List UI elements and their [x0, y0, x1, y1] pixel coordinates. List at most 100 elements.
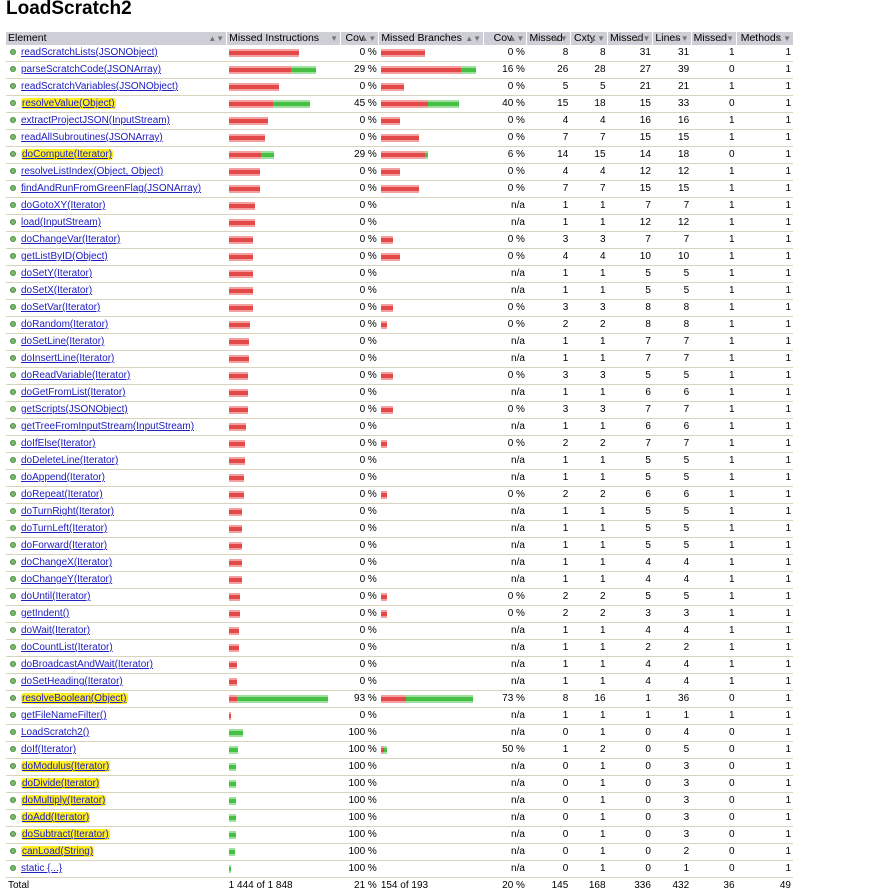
- header-methods[interactable]: Methods▲▼: [737, 32, 793, 45]
- method-link[interactable]: readScratchLists(JSONObject): [21, 47, 158, 58]
- method-link[interactable]: doAdd(Iterator): [21, 812, 90, 823]
- header-complexity[interactable]: Cxty▲▼: [570, 32, 607, 45]
- method-link[interactable]: doWait(Iterator): [21, 625, 90, 636]
- method-link[interactable]: doCompute(Iterator): [21, 149, 113, 160]
- missed-methods: 1: [691, 215, 736, 232]
- missed-complexity: 1: [527, 470, 570, 487]
- method-link[interactable]: doAppend(Iterator): [21, 472, 105, 483]
- method-link[interactable]: findAndRunFromGreenFlag(JSONArray): [21, 183, 201, 194]
- header-missed-lines[interactable]: Missed▲▼: [608, 32, 653, 45]
- method-link[interactable]: resolveListIndex(Object, Object): [21, 166, 163, 177]
- methods: 1: [737, 334, 793, 351]
- method-link[interactable]: doBroadcastAndWait(Iterator): [21, 659, 153, 670]
- method-link[interactable]: resolveValue(Object): [21, 98, 116, 109]
- header-lines[interactable]: Lines▲▼: [653, 32, 691, 45]
- instructions-covered-bar: [229, 865, 231, 873]
- sort-icon: ▲▼: [775, 32, 791, 45]
- instructions-missed-bar: [229, 423, 246, 431]
- header-branches-coverage[interactable]: Cov.▲▼: [484, 32, 527, 45]
- method-link[interactable]: doModulus(Iterator): [21, 761, 110, 772]
- method-link[interactable]: doCountList(Iterator): [21, 642, 113, 653]
- method-link[interactable]: doSetHeading(Iterator): [21, 676, 123, 687]
- missed-methods: 1: [691, 453, 736, 470]
- missed-lines: 27: [608, 62, 653, 79]
- branches-coverage: 0 %: [484, 436, 527, 453]
- method-link[interactable]: doRepeat(Iterator): [21, 489, 103, 500]
- method-link[interactable]: getFileNameFilter(): [21, 710, 107, 721]
- method-link[interactable]: doGotoXY(Iterator): [21, 200, 105, 211]
- method-icon: [10, 83, 16, 89]
- instructions-coverage: 0 %: [341, 249, 379, 266]
- missed-complexity: 1: [527, 623, 570, 640]
- method-link[interactable]: doTurnRight(Iterator): [21, 506, 114, 517]
- method-link[interactable]: doGetFromList(Iterator): [21, 387, 125, 398]
- complexity: 1: [570, 419, 607, 436]
- method-link[interactable]: doIf(Iterator): [21, 744, 76, 755]
- instructions-bar: [229, 215, 339, 231]
- missed-complexity: 3: [527, 402, 570, 419]
- missed-lines: 0: [608, 725, 653, 742]
- method-link[interactable]: doUntil(Iterator): [21, 591, 90, 602]
- instructions-coverage: 0 %: [341, 351, 379, 368]
- missed-complexity: 1: [527, 283, 570, 300]
- header-missed-instructions[interactable]: Missed Instructions▼: [227, 32, 341, 45]
- missed-instructions-cell: [227, 96, 341, 113]
- header-element[interactable]: Element▲▼: [6, 32, 227, 45]
- method-icon: [10, 525, 16, 531]
- missed-methods: 1: [691, 368, 736, 385]
- missed-lines: 5: [608, 470, 653, 487]
- header-missed-complexity[interactable]: Missed▲▼: [527, 32, 570, 45]
- header-missed-methods[interactable]: Missed▲▼: [691, 32, 736, 45]
- header-instructions-coverage[interactable]: Cov.▲▼: [341, 32, 379, 45]
- method-link[interactable]: doInsertLine(Iterator): [21, 353, 114, 364]
- method-link[interactable]: load(InputStream): [21, 217, 101, 228]
- instructions-missed-bar: [229, 695, 237, 703]
- method-link[interactable]: doSetX(Iterator): [21, 285, 92, 296]
- method-link[interactable]: extractProjectJSON(InputStream): [21, 115, 170, 126]
- branches-coverage: n/a: [484, 844, 527, 861]
- method-link[interactable]: LoadScratch2(): [21, 727, 89, 738]
- method-link[interactable]: doDivide(Iterator): [21, 778, 100, 789]
- header-missed-branches[interactable]: Missed Branches▲▼: [379, 32, 484, 45]
- element-cell: doSetVar(Iterator): [6, 300, 227, 317]
- branches-missed-bar: [381, 695, 406, 703]
- lines: 3: [653, 759, 691, 776]
- method-link[interactable]: doForward(Iterator): [21, 540, 107, 551]
- method-link[interactable]: doRandom(Iterator): [21, 319, 108, 330]
- missed-complexity: 1: [527, 640, 570, 657]
- method-link[interactable]: doDeleteLine(Iterator): [21, 455, 118, 466]
- instructions-bar: [229, 198, 339, 214]
- method-link[interactable]: doSubtract(Iterator): [21, 829, 110, 840]
- method-link[interactable]: doSetY(Iterator): [21, 268, 92, 279]
- complexity: 1: [570, 810, 607, 827]
- branches-missed-bar: [381, 168, 400, 176]
- method-link[interactable]: doSetLine(Iterator): [21, 336, 104, 347]
- missed-branches-cell: [379, 402, 484, 419]
- method-link[interactable]: getScripts(JSONObject): [21, 404, 128, 415]
- missed-branches-cell: [379, 776, 484, 793]
- method-link[interactable]: doTurnLeft(Iterator): [21, 523, 107, 534]
- method-link[interactable]: doIfElse(Iterator): [21, 438, 95, 449]
- method-link[interactable]: getListByID(Object): [21, 251, 108, 262]
- method-link[interactable]: doSetVar(Iterator): [21, 302, 100, 313]
- complexity: 2: [570, 487, 607, 504]
- method-link[interactable]: readScratchVariables(JSONObject): [21, 81, 178, 92]
- method-link[interactable]: doReadVariable(Iterator): [21, 370, 130, 381]
- method-link[interactable]: resolveBoolean(Object): [21, 693, 128, 704]
- instructions-coverage: 0 %: [341, 640, 379, 657]
- method-link[interactable]: readAllSubroutines(JSONArray): [21, 132, 163, 143]
- method-icon: [10, 729, 16, 735]
- branches-bar: [381, 181, 482, 197]
- method-link[interactable]: parseScratchCode(JSONArray): [21, 64, 161, 75]
- method-link[interactable]: doMultiply(Iterator): [21, 795, 106, 806]
- method-link[interactable]: doChangeVar(Iterator): [21, 234, 120, 245]
- branches-bar: [381, 215, 482, 231]
- method-link[interactable]: doChangeY(Iterator): [21, 574, 112, 585]
- method-link[interactable]: doChangeX(Iterator): [21, 557, 112, 568]
- lines: 4: [653, 572, 691, 589]
- method-link[interactable]: getTreeFromInputStream(InputStream): [21, 421, 194, 432]
- method-link[interactable]: canLoad(String): [21, 846, 94, 857]
- method-link[interactable]: getIndent(): [21, 608, 69, 619]
